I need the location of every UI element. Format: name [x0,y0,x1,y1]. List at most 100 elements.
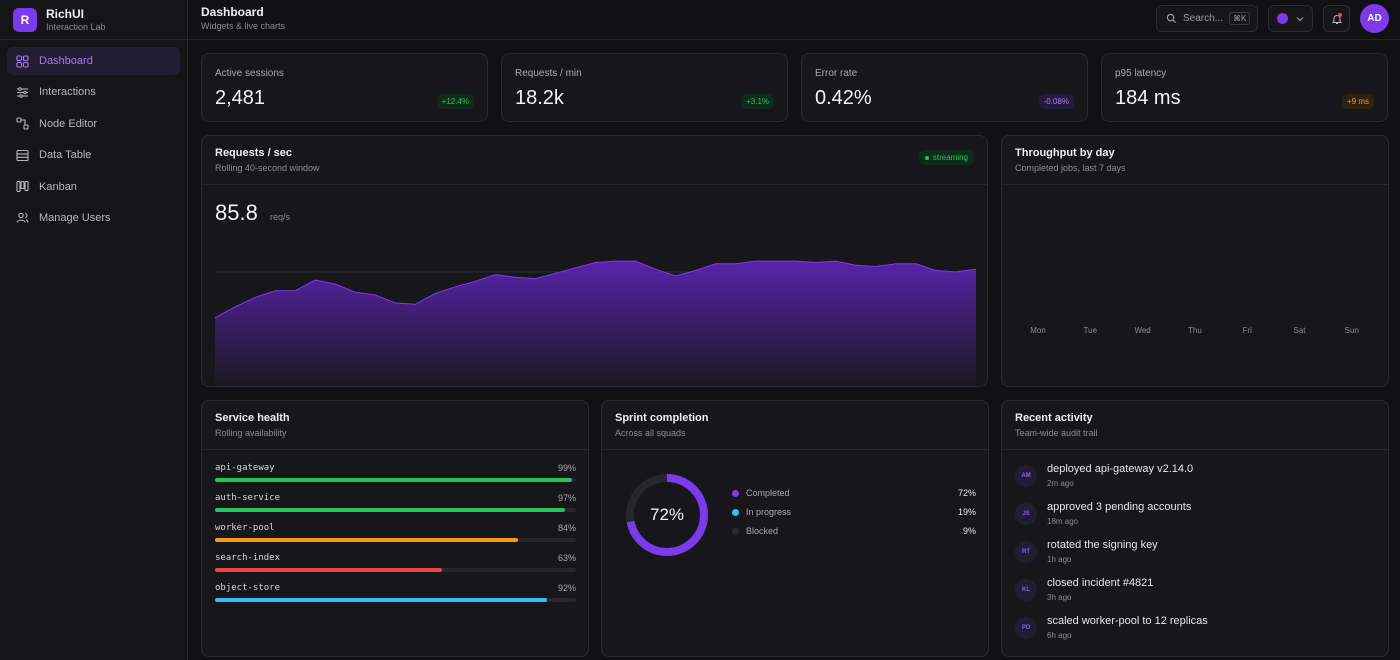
service-name: api-gateway [215,463,275,473]
card-title: Service health [215,412,290,424]
nodes-icon [16,117,29,130]
activity-item: PD scaled worker-pool to 12 replicas 6h ag… [1015,615,1376,647]
sidebar-item-node-editor[interactable]: Node Editor [7,110,180,138]
page-subtitle: Widgets & live charts [201,21,286,31]
brand-name: RichUI [46,6,85,21]
service-name: auth-service [215,493,281,503]
sliders-icon [17,87,28,98]
activity-text: approved 3 pending accounts [1047,501,1192,513]
user-avatar[interactable]: AD [1360,4,1389,33]
stat-label: p95 latency [1115,68,1167,79]
card-title: Throughput by day [1015,147,1115,159]
card-subtitle: Completed jobs, last 7 days [1015,163,1126,173]
sidebar: R RichUI Interaction Lab Dashboard Intera… [0,0,188,660]
sidebar-item-label: Dashboard [39,55,93,67]
search-icon [1166,13,1177,24]
availability-track [215,538,576,542]
requests-chart-card: Requests / sec Rolling 40-second window … [201,135,988,387]
series-line [215,260,976,319]
table-icon [16,149,29,161]
legend-swatch [732,509,739,516]
theme-picker[interactable] [1268,5,1313,32]
x-tick-label: Thu [1187,326,1202,335]
sidebar-item-kanban[interactable]: Kanban [7,173,180,201]
stat-value: 2,481 [215,87,266,109]
search-button[interactable]: Search... ⌘K [1156,5,1258,32]
stat-delta-badge: +9 ms [1341,94,1374,109]
legend-swatch [732,528,739,535]
sidebar-item-label: Node Editor [39,117,98,130]
sidebar-item-label: Interactions [39,86,96,99]
availability-bar [215,568,443,572]
current-rate-value: 85.8 [215,200,258,225]
activity-time: 18m ago [1047,517,1079,526]
card-subtitle: Rolling availability [215,428,287,438]
activity-item: KL closed incident #4821 3h ago [1015,577,1376,609]
stat-card: Active sessions 2,481 +12.4% [201,53,488,122]
activity-item: JS approved 3 pending accounts 18m ago [1015,501,1376,533]
current-rate-unit: req/s [270,212,291,222]
chevron-down-icon [1296,16,1304,21]
kanban-icon [16,181,29,193]
stat-delta-badge: +3.1% [741,94,774,109]
availability-bar [215,508,566,512]
card-subtitle: Team-wide audit trail [1015,428,1098,438]
sidebar-item-interactions[interactable]: Interactions [7,78,180,106]
donut-completed-arc [626,474,708,556]
legend-item: Completed 72% [732,487,976,501]
card-title: Recent activity [1015,412,1093,424]
brand-logo: R [13,7,37,32]
sprint-donut [626,474,708,556]
avatar: PD [1015,617,1037,639]
service-name: worker-pool [215,523,275,533]
sidebar-nav: Dashboard Interactions Node Editor Data Tab… [0,40,187,242]
legend-value: 72% [957,488,976,498]
stat-label: Requests / min [515,68,582,79]
activity-item: RT rotated the signing key 1h ago [1015,539,1376,571]
activity-time: 6h ago [1047,631,1072,640]
x-tick-label: Sun [1344,326,1359,335]
stat-label: Error rate [815,68,858,79]
availability-bar [215,478,573,482]
stat-value: 0.42% [815,87,872,109]
x-tick-label: Tue [1083,326,1098,335]
service-availability: 92% [557,583,576,593]
legend-label: In progress [746,507,792,517]
stat-value: 184 ms [1115,87,1181,109]
avatar: AM [1015,465,1037,487]
sidebar-item-dashboard[interactable]: Dashboard [7,47,180,75]
grid-icon [16,54,29,68]
sidebar-item-data-table[interactable]: Data Table [7,141,180,169]
availability-track [215,598,576,602]
sidebar-item-label: Data Table [39,149,92,162]
service-availability: 63% [557,553,576,563]
availability-bar [215,538,519,542]
service-health-card: Service health Rolling availability api-… [201,400,589,657]
topbar: Dashboard Widgets & live charts Search..… [188,0,1400,40]
streaming-badge: streaming [918,150,974,165]
sprint-completion-card: Sprint completion Across all squads 72% … [601,400,989,657]
card-title: Requests / sec [215,147,293,159]
activity-text: scaled worker-pool to 12 replicas [1047,615,1208,627]
legend-value: 19% [957,507,976,517]
donut-center-label: 72% [649,505,685,524]
stat-card: Error rate 0.42% -0.08% [801,53,1088,122]
availability-track [215,568,576,572]
activity-text: rotated the signing key [1047,539,1158,551]
activity-time: 1h ago [1047,555,1072,564]
notifications-button[interactable] [1323,5,1350,32]
service-availability: 99% [557,463,576,473]
avatar: RT [1015,541,1037,563]
sidebar-item-label: Kanban [39,180,77,193]
sidebar-item-manage-users[interactable]: Manage Users [7,204,180,232]
legend-label: Blocked [746,526,779,536]
area-fill [215,261,976,386]
brand: R RichUI Interaction Lab [0,0,187,40]
stat-label: Active sessions [215,68,284,79]
availability-track [215,508,576,512]
card-subtitle: Rolling 40-second window [215,163,320,173]
legend-item: In progress 19% [732,506,976,520]
search-shortcut: ⌘K [1229,12,1251,25]
stat-value: 18.2k [515,87,564,109]
card-title: Sprint completion [615,412,709,424]
